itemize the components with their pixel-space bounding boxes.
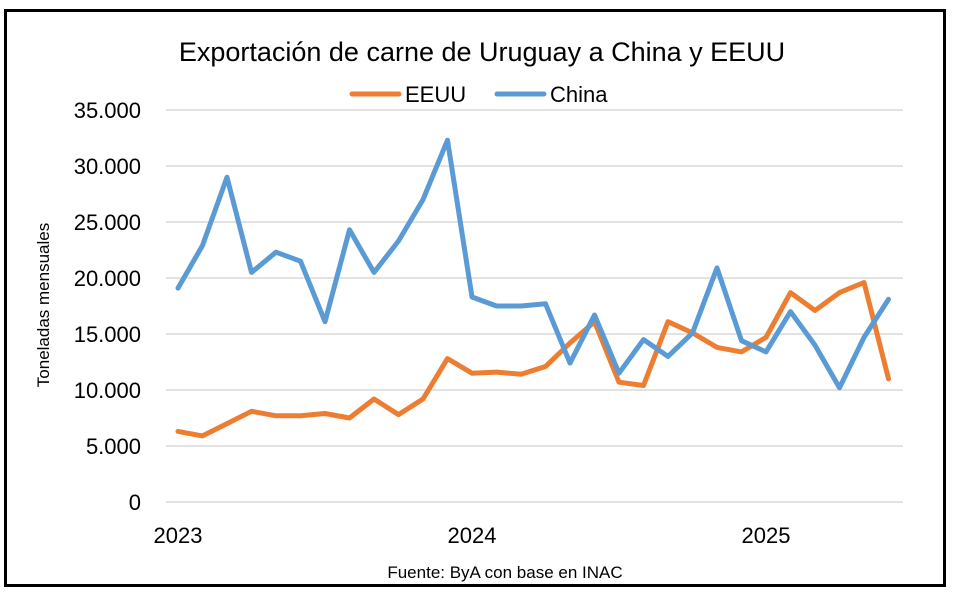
series-line-china <box>175 137 891 391</box>
legend: EEUU China <box>349 82 608 107</box>
y-tick-label: 35.000 <box>74 98 141 123</box>
gridlines <box>166 109 903 503</box>
x-tick-label: 2023 <box>154 523 203 548</box>
x-axis-ticks: 2023 2024 2025 <box>154 523 791 548</box>
x-tick-label: 2025 <box>742 523 791 548</box>
y-tick-label: 0 <box>129 490 141 515</box>
y-tick-label: 20.000 <box>74 266 141 291</box>
y-tick-label: 10.000 <box>74 378 141 403</box>
y-tick-label: 25.000 <box>74 210 141 235</box>
series-line-eeuu <box>175 280 891 439</box>
y-axis-ticks: 0 5.000 10.000 15.000 20.000 25.000 30.000 35.0… <box>74 98 141 515</box>
legend-label: China <box>550 82 608 107</box>
legend-label: EEUU <box>405 82 466 107</box>
y-axis-label: Toneladas mensuales <box>34 223 53 387</box>
y-tick-label: 30.000 <box>74 154 141 179</box>
source-note: Fuente: ByA con base en INAC <box>387 563 622 582</box>
series-lines <box>175 137 891 439</box>
y-tick-label: 5.000 <box>86 434 141 459</box>
chart-title: Exportación de carne de Uruguay a China … <box>179 37 785 67</box>
x-tick-label: 2024 <box>448 523 497 548</box>
y-tick-label: 15.000 <box>74 322 141 347</box>
